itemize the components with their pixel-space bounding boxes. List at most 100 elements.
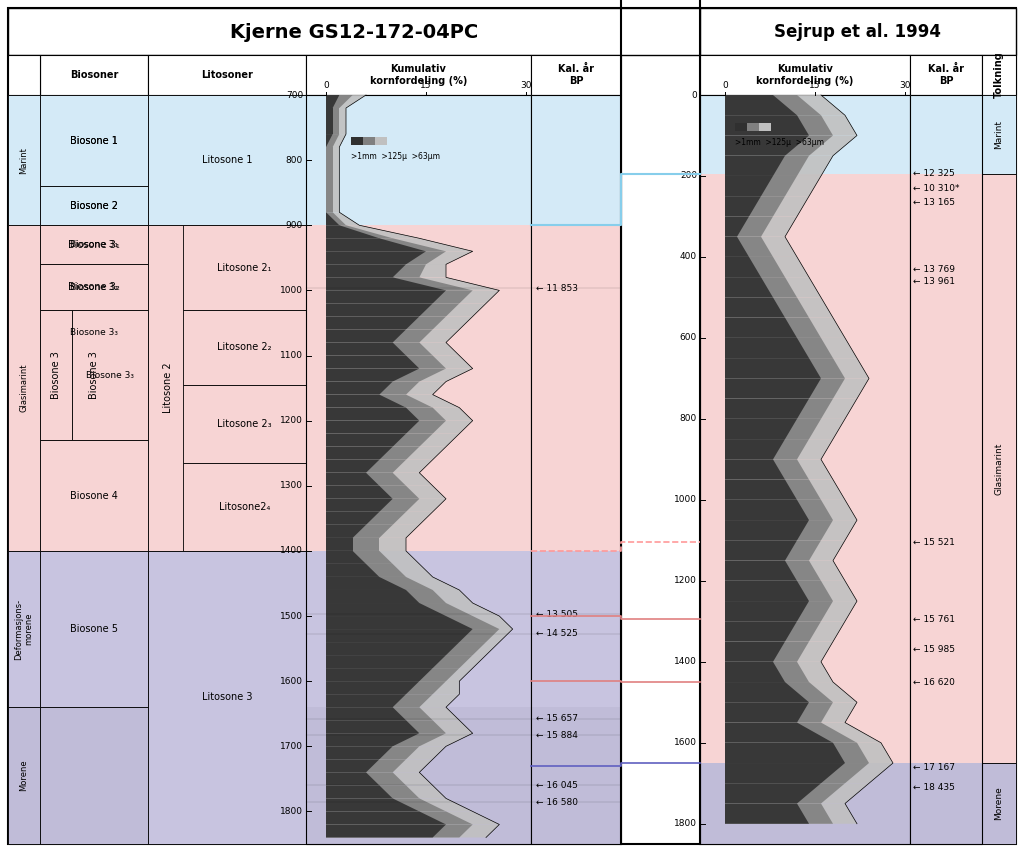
Polygon shape bbox=[725, 338, 833, 358]
Bar bbox=[40, 187, 148, 225]
Polygon shape bbox=[725, 662, 833, 682]
Polygon shape bbox=[725, 621, 845, 642]
Polygon shape bbox=[326, 434, 433, 446]
Text: Biosone 1: Biosone 1 bbox=[70, 135, 118, 146]
Polygon shape bbox=[725, 277, 797, 297]
Polygon shape bbox=[326, 773, 433, 786]
Text: 600: 600 bbox=[680, 333, 697, 343]
Polygon shape bbox=[326, 603, 446, 616]
Polygon shape bbox=[326, 446, 392, 460]
Bar bbox=[700, 763, 910, 844]
Polygon shape bbox=[725, 601, 809, 621]
Polygon shape bbox=[326, 394, 460, 407]
Polygon shape bbox=[326, 199, 339, 212]
Bar bbox=[8, 225, 40, 551]
Polygon shape bbox=[326, 564, 433, 577]
Polygon shape bbox=[725, 378, 869, 399]
Polygon shape bbox=[725, 702, 857, 722]
Polygon shape bbox=[326, 603, 473, 616]
Text: 400: 400 bbox=[680, 252, 697, 262]
Polygon shape bbox=[326, 278, 446, 291]
Bar bbox=[183, 225, 306, 310]
Polygon shape bbox=[725, 216, 773, 237]
Polygon shape bbox=[725, 237, 749, 257]
Text: Marint: Marint bbox=[994, 120, 1004, 149]
Text: Biosone 2: Biosone 2 bbox=[70, 201, 118, 210]
Polygon shape bbox=[326, 564, 406, 577]
Text: 0: 0 bbox=[324, 81, 329, 90]
Polygon shape bbox=[326, 473, 379, 486]
Polygon shape bbox=[326, 811, 473, 825]
Polygon shape bbox=[326, 239, 426, 251]
Polygon shape bbox=[326, 720, 446, 734]
Polygon shape bbox=[326, 825, 473, 838]
Polygon shape bbox=[725, 257, 761, 277]
Polygon shape bbox=[326, 512, 406, 525]
Polygon shape bbox=[326, 811, 500, 825]
Polygon shape bbox=[326, 759, 433, 773]
Text: Kjerne GS12-172-04PC: Kjerne GS12-172-04PC bbox=[229, 22, 478, 42]
Text: Biosone 1: Biosone 1 bbox=[70, 135, 118, 146]
Bar bbox=[531, 55, 621, 95]
Polygon shape bbox=[725, 338, 857, 358]
Polygon shape bbox=[326, 278, 473, 291]
Polygon shape bbox=[326, 264, 406, 278]
Polygon shape bbox=[326, 629, 473, 642]
Polygon shape bbox=[326, 642, 486, 655]
Polygon shape bbox=[725, 95, 845, 115]
Polygon shape bbox=[326, 681, 446, 694]
Polygon shape bbox=[725, 480, 845, 500]
Polygon shape bbox=[725, 439, 785, 459]
Text: Glasimarint: Glasimarint bbox=[19, 364, 29, 412]
Polygon shape bbox=[725, 318, 845, 338]
Polygon shape bbox=[725, 561, 797, 581]
Polygon shape bbox=[326, 134, 333, 147]
Polygon shape bbox=[326, 95, 366, 108]
Polygon shape bbox=[326, 538, 406, 551]
Text: ← 15 761: ← 15 761 bbox=[913, 615, 955, 624]
Polygon shape bbox=[725, 156, 833, 176]
Polygon shape bbox=[326, 694, 406, 707]
Polygon shape bbox=[326, 251, 446, 264]
Polygon shape bbox=[326, 108, 339, 121]
Polygon shape bbox=[326, 720, 473, 734]
Bar bbox=[183, 385, 306, 463]
Polygon shape bbox=[326, 251, 426, 264]
Polygon shape bbox=[326, 121, 333, 134]
Polygon shape bbox=[725, 662, 809, 682]
Polygon shape bbox=[326, 498, 420, 512]
Polygon shape bbox=[326, 239, 473, 251]
Text: 800: 800 bbox=[680, 414, 697, 423]
Polygon shape bbox=[326, 394, 406, 407]
Bar bbox=[982, 95, 1016, 174]
Bar bbox=[531, 225, 621, 551]
Bar bbox=[72, 310, 148, 440]
Text: Deformasjons-
morene: Deformasjons- morene bbox=[14, 598, 34, 659]
Text: ← 16 580: ← 16 580 bbox=[536, 797, 578, 807]
Text: Tolkning: Tolkning bbox=[994, 52, 1004, 98]
Polygon shape bbox=[725, 540, 797, 561]
Polygon shape bbox=[326, 264, 446, 278]
Polygon shape bbox=[725, 581, 857, 601]
Polygon shape bbox=[326, 239, 446, 251]
Text: Biosone 3: Biosone 3 bbox=[51, 351, 61, 399]
Polygon shape bbox=[725, 702, 833, 722]
Polygon shape bbox=[326, 173, 339, 187]
Bar bbox=[375, 136, 387, 145]
Polygon shape bbox=[725, 439, 833, 459]
Polygon shape bbox=[326, 343, 406, 355]
Text: Litosone 2₃: Litosone 2₃ bbox=[217, 419, 271, 429]
Polygon shape bbox=[326, 460, 379, 473]
Text: ← 14 525: ← 14 525 bbox=[536, 629, 578, 638]
Polygon shape bbox=[326, 773, 406, 786]
Polygon shape bbox=[326, 694, 460, 707]
Polygon shape bbox=[326, 434, 460, 446]
Polygon shape bbox=[326, 668, 473, 681]
Bar bbox=[700, 95, 910, 174]
Bar bbox=[40, 310, 148, 355]
Polygon shape bbox=[326, 734, 420, 746]
Polygon shape bbox=[725, 540, 821, 561]
Text: ← 13 769: ← 13 769 bbox=[913, 265, 955, 273]
Bar bbox=[700, 8, 1016, 55]
Polygon shape bbox=[326, 278, 500, 291]
